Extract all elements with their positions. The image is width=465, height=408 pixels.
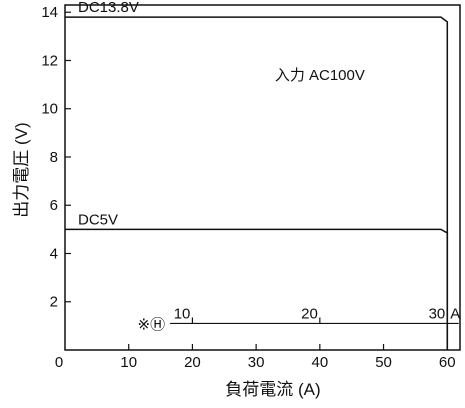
y-tick-label: 6 — [50, 197, 58, 214]
x-tick-label: 60 — [439, 354, 456, 371]
y-tick-label: 4 — [50, 245, 58, 262]
x-tick-label: 0 — [55, 354, 63, 371]
secondary-tick-label: 20 — [301, 305, 318, 322]
chart-series: DC13.8V DC5V — [65, 0, 449, 350]
y-tick-label: 2 — [50, 294, 58, 311]
x-axis-title: 負荷電流 (A) — [225, 380, 320, 399]
series-label: DC5V — [78, 211, 118, 228]
secondary-axis-marker: ※Ⓗ — [138, 316, 166, 333]
y-tick-label: 8 — [50, 149, 58, 166]
chart-axes: 0 10 20 30 40 50 60 2 4 6 8 10 12 14 — [41, 4, 461, 371]
x-tick-label: 10 — [120, 354, 137, 371]
plot-frame — [64, 4, 461, 351]
y-tick-label: 10 — [41, 101, 58, 118]
secondary-tick-label: 10 — [174, 305, 191, 322]
series-line — [65, 228, 449, 350]
series-line — [65, 16, 449, 350]
series-label: DC13.8V — [78, 0, 139, 16]
secondary-tick-label: 30 — [429, 305, 446, 322]
x-tick-label: 20 — [184, 354, 201, 371]
x-tick-label: 30 — [248, 354, 265, 371]
secondary-axis-unit: A — [450, 305, 460, 322]
y-tick-label: 14 — [41, 4, 58, 21]
y-tick-label: 12 — [41, 52, 58, 69]
x-tick-label: 40 — [311, 354, 328, 371]
x-tick-label: 50 — [375, 354, 392, 371]
chart-annotations: 入力 AC100V ※Ⓗ 10 20 30 A — [138, 67, 461, 334]
y-axis-title: 出力電圧 (V) — [12, 122, 31, 217]
input-label: 入力 AC100V — [275, 67, 365, 84]
